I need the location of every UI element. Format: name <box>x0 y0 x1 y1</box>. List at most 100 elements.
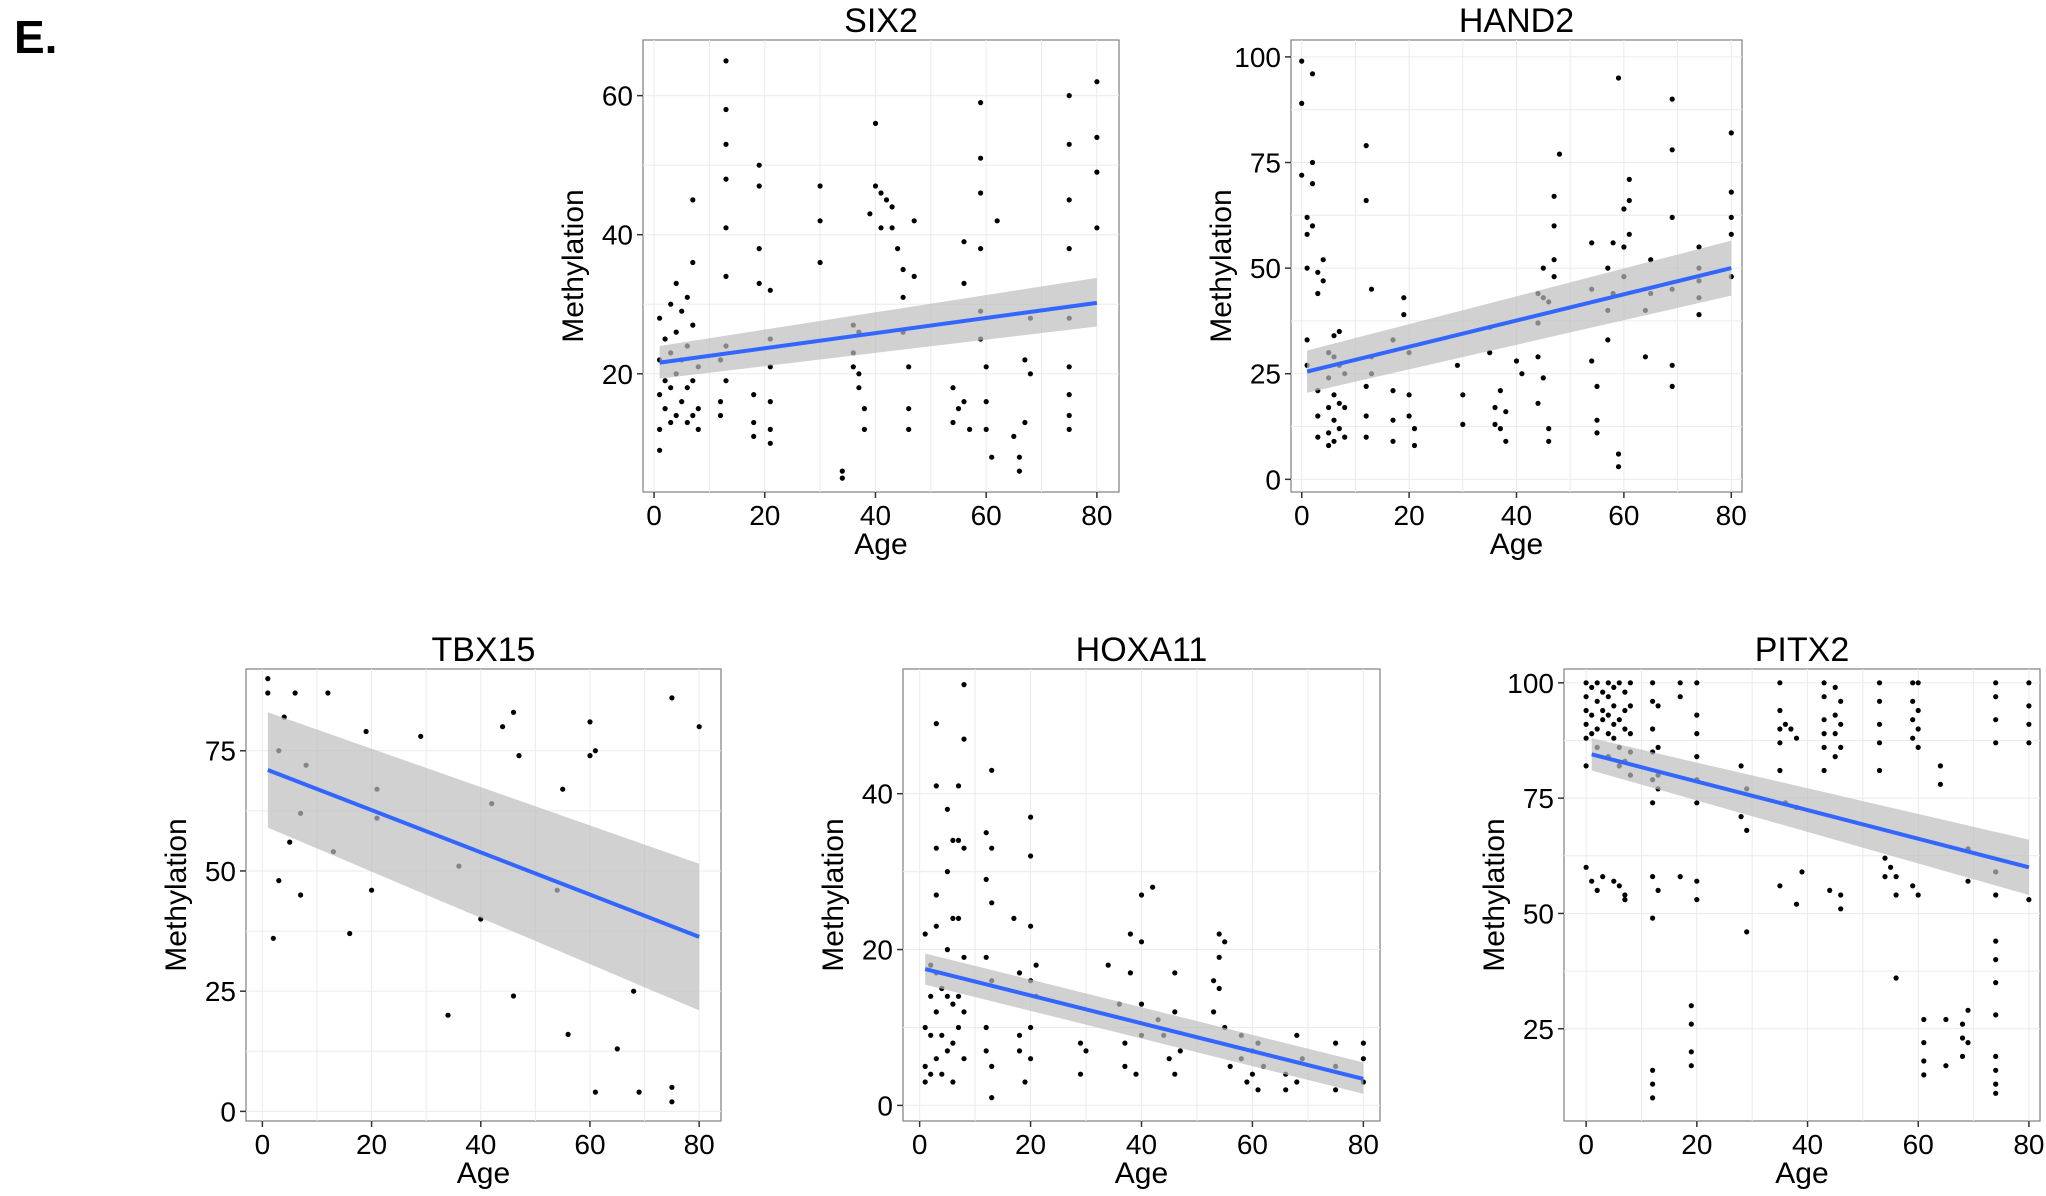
data-point <box>1011 915 1017 922</box>
data-point <box>933 721 939 727</box>
data-point <box>1105 962 1111 968</box>
y-axis-label: Methylation <box>557 189 590 342</box>
data-point <box>657 392 663 398</box>
data-point <box>872 183 879 189</box>
confidence-band <box>659 277 1097 379</box>
data-point <box>1650 874 1656 880</box>
data-point <box>983 954 989 960</box>
data-point <box>751 433 757 439</box>
data-point <box>1993 1012 1999 1018</box>
x-tick-label: 40 <box>860 500 891 531</box>
data-point <box>994 218 1000 224</box>
data-point <box>2026 703 2032 709</box>
data-point <box>347 930 353 937</box>
data-point <box>983 830 989 836</box>
data-point <box>1497 426 1503 432</box>
x-tick-label: 0 <box>1578 1129 1594 1160</box>
data-point <box>955 1024 962 1031</box>
data-point <box>1626 231 1632 237</box>
data-point <box>1309 159 1316 166</box>
data-point <box>418 733 424 739</box>
y-tick-label: 50 <box>205 856 236 887</box>
data-point <box>1993 1090 1999 1096</box>
data-point <box>1540 265 1546 271</box>
data-point <box>695 426 701 432</box>
data-point <box>922 1079 928 1085</box>
data-point <box>817 218 823 224</box>
data-point <box>1650 800 1656 806</box>
data-point <box>1610 240 1616 246</box>
data-point <box>1611 735 1617 741</box>
x-tick-label: 20 <box>749 500 780 531</box>
data-point <box>1910 680 1916 686</box>
data-point <box>1150 884 1156 890</box>
data-point <box>1827 887 1833 894</box>
data-point <box>1589 731 1595 737</box>
regression-line <box>267 768 700 939</box>
data-point <box>1315 290 1321 297</box>
data-point <box>906 406 912 412</box>
data-point <box>1066 141 1072 147</box>
data-point <box>1627 731 1633 737</box>
data-point <box>1492 421 1498 427</box>
data-point <box>933 1009 939 1015</box>
data-point <box>669 1084 675 1090</box>
data-point <box>1331 417 1337 423</box>
data-point <box>1669 214 1675 220</box>
y-axis-label: Methylation <box>1205 189 1238 342</box>
data-point <box>1127 970 1133 976</box>
x-tick-label: 0 <box>646 500 662 531</box>
x-tick-label: 20 <box>1015 1129 1046 1160</box>
data-point <box>1696 312 1702 318</box>
x-axis-label: Age <box>457 1157 510 1190</box>
data-point <box>673 329 679 335</box>
data-point <box>1022 1079 1028 1085</box>
data-point <box>1821 717 1827 723</box>
data-point <box>1177 1048 1183 1054</box>
data-point <box>817 259 823 266</box>
data-point <box>1782 721 1788 727</box>
y-tick-label: 50 <box>1523 898 1554 929</box>
data-point <box>1777 707 1783 714</box>
data-point <box>1738 763 1744 769</box>
data-point <box>587 719 593 725</box>
data-point <box>657 426 663 432</box>
confidence-band <box>267 712 700 1011</box>
data-point <box>1965 878 1971 884</box>
data-point <box>2026 721 2032 727</box>
data-point <box>657 315 663 321</box>
data-point <box>1650 1067 1656 1073</box>
data-point <box>1342 434 1348 440</box>
data-point <box>1669 383 1675 389</box>
data-point <box>1299 172 1305 178</box>
data-point <box>1583 721 1589 727</box>
data-point <box>1600 717 1606 723</box>
data-point <box>1309 223 1316 229</box>
data-point <box>911 218 917 224</box>
data-point <box>928 1032 934 1038</box>
data-point <box>1915 892 1921 898</box>
data-point <box>1642 354 1648 360</box>
data-point <box>1551 257 1557 263</box>
data-point <box>1993 980 1999 986</box>
data-point <box>1336 328 1342 335</box>
data-point <box>1138 1001 1145 1007</box>
data-point <box>983 426 989 432</box>
chart-six2: 0 20 40 60 80 20 40 60 SIX2 Age Methylation <box>557 2 1120 561</box>
data-point <box>723 273 729 279</box>
data-point <box>983 399 989 405</box>
data-point <box>1333 1087 1339 1093</box>
data-point <box>717 412 724 419</box>
data-point <box>1411 442 1418 449</box>
chart-title: HOXA11 <box>1076 631 1208 669</box>
x-tick-label: 20 <box>356 1129 387 1160</box>
data-point <box>1497 388 1503 394</box>
data-point <box>1551 223 1557 229</box>
data-point <box>1304 231 1310 237</box>
data-point <box>1513 358 1520 364</box>
data-point <box>1454 362 1460 368</box>
data-point <box>1166 1056 1172 1062</box>
data-point <box>1299 100 1305 106</box>
data-point <box>1694 731 1700 737</box>
